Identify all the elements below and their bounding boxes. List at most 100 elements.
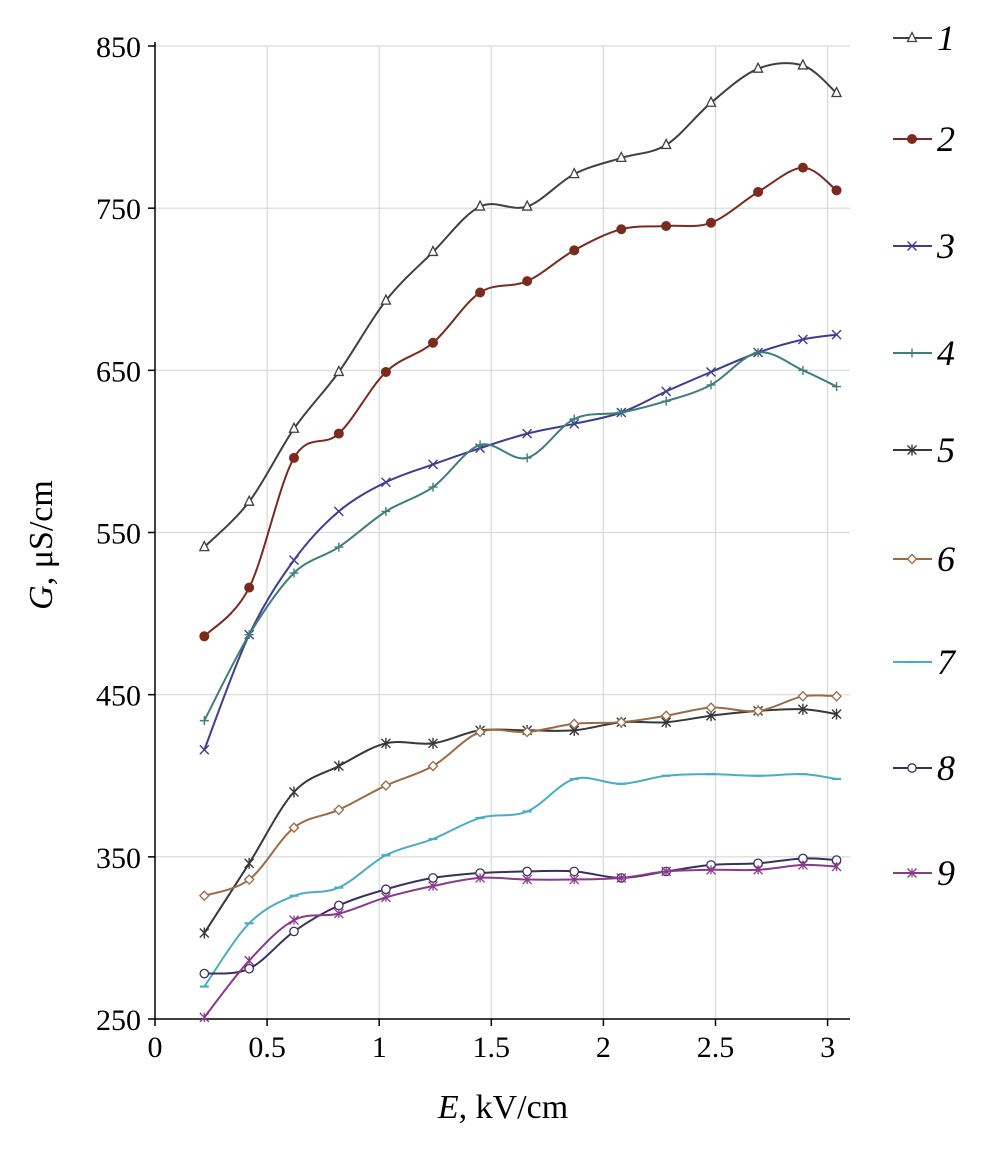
- series-line-8: [203, 857, 838, 975]
- data-point: [428, 737, 438, 749]
- data-point: [831, 185, 842, 196]
- data-point: [831, 329, 842, 340]
- data-point: [198, 540, 210, 552]
- data-point: [522, 428, 533, 439]
- legend-label: 7: [937, 642, 957, 682]
- data-point: [199, 744, 210, 755]
- data-point: [522, 874, 533, 885]
- data-point: [798, 365, 808, 375]
- data-point: [381, 506, 391, 516]
- data-point: [288, 421, 300, 433]
- data-point: [289, 786, 299, 798]
- y-tick-label: 850: [96, 31, 141, 64]
- x-axis-label: E, kV/cm: [437, 1089, 568, 1126]
- data-point: [706, 217, 716, 228]
- data-point: [831, 708, 842, 720]
- x-tick-label: 3: [820, 1031, 835, 1064]
- y-tick-label: 550: [96, 518, 141, 551]
- series-line-6: [203, 694, 838, 897]
- data-point: [522, 453, 532, 463]
- legend: 1 2 3 4 5 6 7 8 9: [893, 18, 957, 893]
- data-point: [380, 293, 392, 305]
- data-point: [569, 866, 580, 877]
- legend-label: 4: [937, 333, 955, 373]
- data-point: [753, 186, 764, 197]
- legend-marker: [907, 868, 917, 878]
- data-point: [199, 716, 209, 726]
- x-tick-label: 0: [148, 1031, 163, 1064]
- data-point: [428, 337, 438, 348]
- legend-label: 1: [937, 18, 955, 58]
- data-point: [753, 864, 764, 875]
- data-point: [244, 955, 255, 966]
- data-point: [616, 407, 626, 417]
- data-point: [830, 86, 843, 98]
- data-point: [661, 221, 672, 232]
- series-3: [199, 329, 842, 755]
- data-point: [289, 555, 299, 566]
- data-point: [289, 452, 299, 463]
- series-line-1: [203, 62, 838, 549]
- data-point: [616, 224, 627, 235]
- legend-entry-5: 5: [893, 430, 955, 470]
- legend-label: 2: [937, 119, 955, 159]
- data-point: [752, 61, 764, 73]
- data-point: [474, 726, 486, 738]
- data-point: [380, 366, 391, 377]
- data-point: [522, 276, 533, 287]
- y-tick-label: 250: [96, 1004, 141, 1037]
- legend-label: 6: [937, 539, 955, 579]
- data-point: [244, 963, 255, 974]
- data-point: [289, 926, 299, 937]
- data-point: [289, 568, 299, 578]
- data-point: [380, 477, 391, 488]
- data-point: [474, 199, 486, 211]
- series-2: [199, 162, 842, 642]
- data-point: [333, 804, 345, 816]
- data-point: [661, 396, 671, 406]
- data-point: [797, 334, 808, 345]
- data-point: [706, 366, 716, 377]
- series-7: [199, 773, 842, 988]
- series-5: [199, 703, 842, 939]
- data-point: [199, 1012, 210, 1023]
- axes: 0 0.5 1 1.5 2 2.5 3 250 350 450 550 650 750 850: [96, 31, 850, 1064]
- legend-label: 8: [937, 748, 955, 788]
- data-point: [615, 716, 627, 728]
- y-tick-label: 650: [96, 355, 141, 388]
- data-point: [797, 690, 809, 702]
- data-point: [475, 872, 486, 883]
- data-point: [661, 386, 672, 397]
- data-point: [616, 872, 627, 883]
- data-point: [380, 780, 392, 791]
- data-point: [427, 760, 439, 772]
- data-point: [797, 703, 808, 715]
- legend-label: 9: [937, 853, 955, 893]
- data-point: [428, 873, 438, 883]
- data-point: [569, 414, 579, 424]
- data-point: [660, 710, 672, 722]
- series-6: [198, 690, 842, 902]
- data-point: [380, 892, 391, 903]
- data-point: [660, 137, 672, 150]
- series-9: [199, 859, 842, 1023]
- data-point: [753, 347, 763, 357]
- y-tick-label: 450: [96, 680, 141, 713]
- data-point: [522, 866, 533, 877]
- data-point: [797, 58, 809, 70]
- data-point: [705, 702, 717, 714]
- legend-marker: [907, 763, 917, 773]
- data-point: [521, 726, 533, 738]
- data-point: [244, 857, 255, 869]
- legend-label: 3: [936, 226, 955, 266]
- grid: [155, 45, 850, 1019]
- data-point: [333, 760, 344, 772]
- data-point: [427, 244, 439, 257]
- data-point: [661, 866, 672, 877]
- data-point: [243, 494, 255, 506]
- y-tick-label: 350: [96, 842, 141, 875]
- legend-entry-8: 8: [893, 748, 955, 788]
- series-line-9: [203, 863, 838, 1019]
- legend-marker: [907, 348, 917, 358]
